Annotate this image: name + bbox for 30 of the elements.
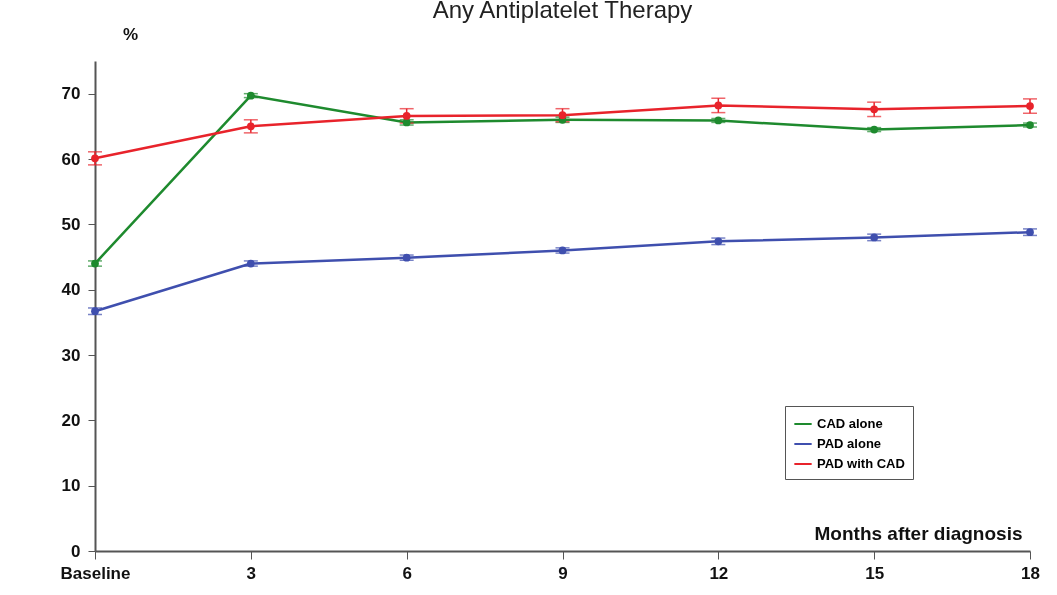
point — [246, 259, 255, 268]
y-tick-label: 30 — [61, 345, 81, 365]
point — [714, 101, 723, 110]
y-tick-label: 50 — [61, 214, 81, 234]
x-tick-label: 6 — [402, 563, 412, 583]
x-tick-label: 12 — [709, 563, 729, 583]
point — [246, 91, 255, 100]
point — [558, 111, 567, 120]
legend-label: PAD alone — [817, 436, 882, 451]
point — [870, 105, 879, 114]
legend-label: PAD with CAD — [817, 456, 905, 471]
y-tick-label: 0 — [71, 541, 81, 561]
x-tick-label: Baseline — [60, 563, 131, 583]
y-tick-label: 40 — [61, 280, 81, 300]
point — [1026, 102, 1034, 110]
y-tick-label: 10 — [61, 476, 81, 496]
point — [402, 112, 411, 120]
x-tick-label: 18 — [1021, 563, 1040, 583]
point — [870, 233, 879, 242]
y-tick-label: 20 — [61, 410, 81, 430]
point — [870, 125, 879, 134]
y-tick-label: 70 — [61, 84, 81, 104]
y-axis-title: % — [122, 24, 139, 44]
x-tick-label: 3 — [246, 563, 257, 583]
x-tick-label: 15 — [865, 563, 885, 583]
x-axis-title: Months after diagnosis — [814, 522, 1023, 544]
legend-label: CAD alone — [817, 416, 883, 431]
x-tick-label: 9 — [558, 563, 568, 583]
chart-title: Any Antiplatelet Therapy — [432, 0, 693, 23]
y-tick-label: 60 — [61, 149, 81, 169]
